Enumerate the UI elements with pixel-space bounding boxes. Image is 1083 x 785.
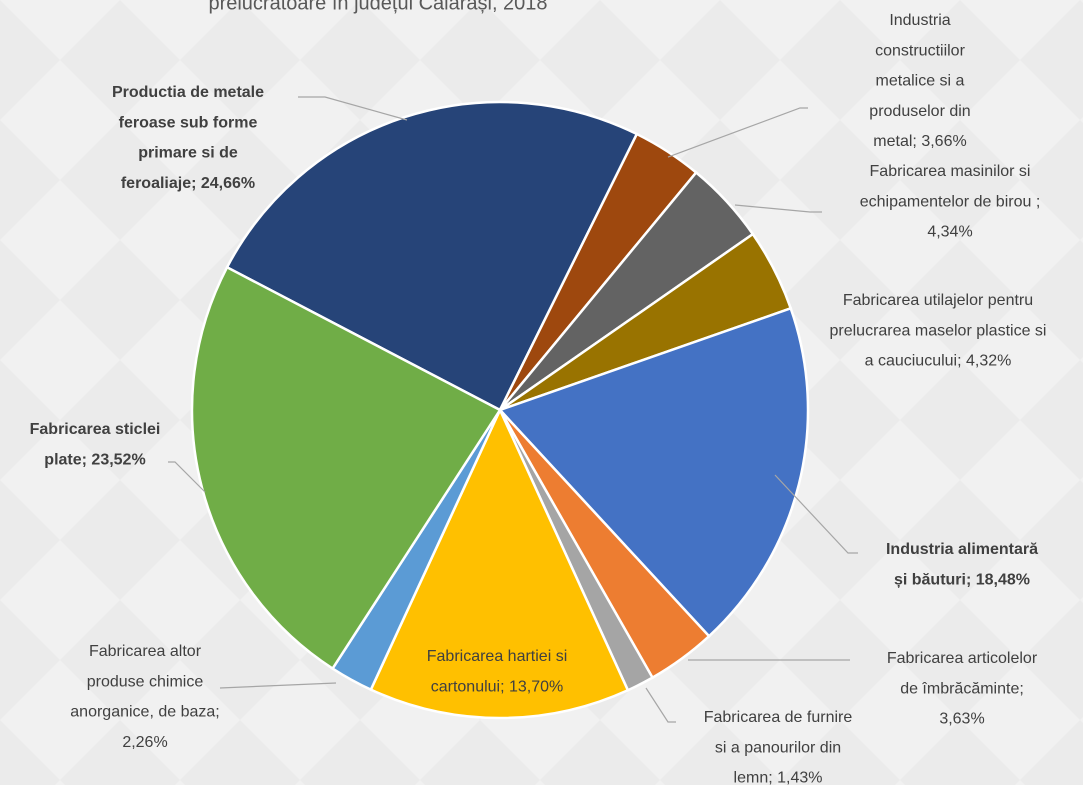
label-name: și băuturi; <box>894 572 971 589</box>
leader-line <box>219 682 337 689</box>
data-label: Fabricarea utilajelor pentru prelucrarea … <box>830 292 1047 370</box>
data-label: Fabricarea masinilor si echipamentelor de… <box>860 163 1041 241</box>
label-name: feroaliaje; <box>121 175 197 192</box>
label-value: 4,32% <box>962 353 1012 370</box>
data-label: Fabricarea de furnire si a panourilor din… <box>704 709 853 785</box>
label-name: Fabricarea masinilor si <box>870 163 1031 180</box>
label-value: 3,63% <box>939 711 984 728</box>
label-value: 18,48% <box>971 572 1030 589</box>
label-name: Fabricarea hartiei si <box>427 648 568 665</box>
label-name: metal; <box>873 133 917 150</box>
label-name: Fabricarea de furnire <box>704 709 853 726</box>
label-name: a cauciucului; <box>865 353 962 370</box>
label-name: plate; <box>44 452 87 469</box>
label-name: cartonului; <box>431 679 505 696</box>
data-label: Fabricarea hartiei si cartonului; 13,70% <box>427 648 568 695</box>
label-name: Fabricarea articolelor <box>887 650 1038 667</box>
label-value: 4,34% <box>927 224 972 241</box>
label-name: lemn; <box>734 770 773 785</box>
label-name: primare si de <box>138 145 238 162</box>
label-name: produse chimice <box>87 674 204 691</box>
pie-slice <box>497 306 810 638</box>
data-label: Industria constructiilor metalice si a prod… <box>869 12 970 150</box>
label-name: feroase sub forme <box>119 115 258 132</box>
label-value: 23,52% <box>87 452 146 469</box>
leader-line <box>734 204 822 213</box>
label-name: constructiilor <box>875 43 965 60</box>
label-name: Industria alimentară <box>886 541 1038 558</box>
label-name: metalice si a <box>876 73 965 90</box>
label-name: prelucrarea maselor plastice si <box>830 323 1047 340</box>
data-label: Fabricarea altor produse chimice anorganic… <box>70 643 219 751</box>
leader-line <box>774 474 858 554</box>
leader-line <box>667 107 808 158</box>
leader-line <box>645 687 676 723</box>
leader-line <box>298 96 408 121</box>
leader-line <box>168 461 206 493</box>
data-label: Productia de metale feroase sub forme prim… <box>112 84 264 192</box>
label-value: 24,66% <box>196 175 255 192</box>
label-name: Fabricarea utilajelor pentru <box>843 292 1033 309</box>
label-value: 2,26% <box>122 734 167 751</box>
label-value: 13,70% <box>505 679 564 696</box>
label-value: 3,66% <box>917 133 967 150</box>
data-label: Fabricarea sticlei plate; 23,52% <box>30 421 161 468</box>
data-label: Industria alimentară și băuturi; 18,48% <box>886 541 1038 588</box>
label-name: de îmbrăcăminte; <box>900 681 1024 698</box>
data-label: Fabricarea articolelor de îmbrăcăminte; 3,… <box>887 650 1038 728</box>
label-name: Fabricarea sticlei <box>30 421 161 438</box>
label-name: Industria <box>889 12 950 29</box>
pie-slice <box>369 407 630 720</box>
label-value: 1,43% <box>773 770 823 785</box>
chart-title: prelucrătoare în județul Călărași, 2018 <box>208 0 547 14</box>
pie-slice <box>225 100 639 412</box>
label-name: Productia de metale <box>112 84 264 101</box>
label-name: si a panourilor din <box>715 740 841 757</box>
label-name: echipamentelor de birou ; <box>860 194 1041 211</box>
label-name: Fabricarea altor <box>89 643 202 660</box>
label-name: anorganice, de baza; <box>70 704 219 721</box>
label-name: produselor din <box>869 103 970 120</box>
